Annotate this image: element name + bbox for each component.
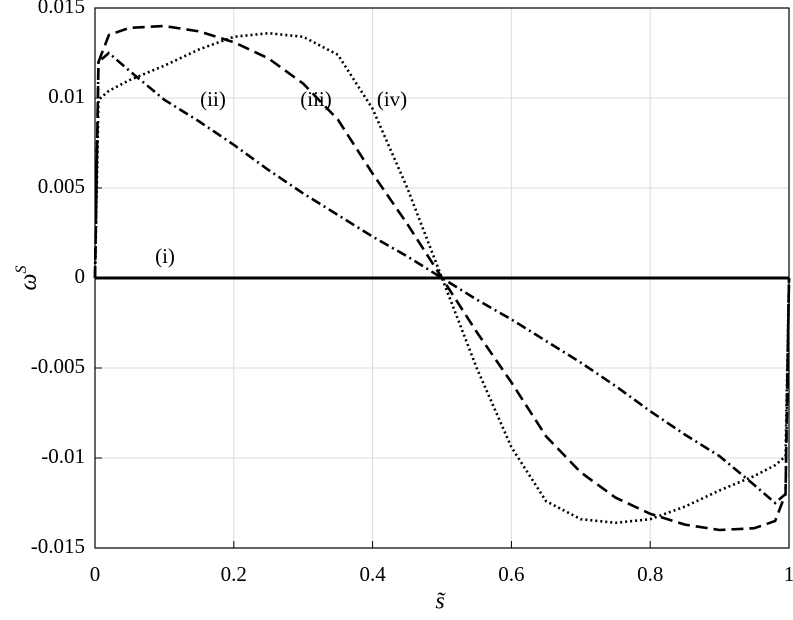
y-axis-label: ωS [13, 266, 42, 291]
y-tick-label: 0.015 [38, 0, 85, 18]
series-label: (i) [155, 244, 175, 268]
x-tick-label: 0.2 [221, 562, 247, 586]
x-tick-label: 1 [784, 562, 793, 586]
y-tick-label: 0.01 [48, 84, 85, 108]
series-label: (iv) [377, 87, 407, 111]
y-axis-label-sup: S [13, 266, 30, 274]
y-axis-label-base: ω [16, 274, 42, 291]
x-axis-label: s̃ [435, 589, 446, 615]
y-tick-label: -0.005 [31, 354, 85, 378]
y-tick-label: -0.01 [41, 444, 85, 468]
y-tick-label: 0 [75, 264, 86, 288]
series-label: (ii) [200, 87, 226, 111]
series-line [93, 51, 791, 505]
series-label: (iii) [300, 87, 332, 111]
series-line [93, 31, 791, 525]
x-tick-label: 0.6 [498, 562, 524, 586]
y-tick-label: -0.015 [31, 534, 85, 558]
y-tick-label: 0.005 [38, 174, 85, 198]
x-tick-label: 0.4 [359, 562, 386, 586]
series-line [93, 24, 791, 532]
x-tick-label: 0 [90, 562, 101, 586]
x-tick-label: 0.8 [637, 562, 663, 586]
